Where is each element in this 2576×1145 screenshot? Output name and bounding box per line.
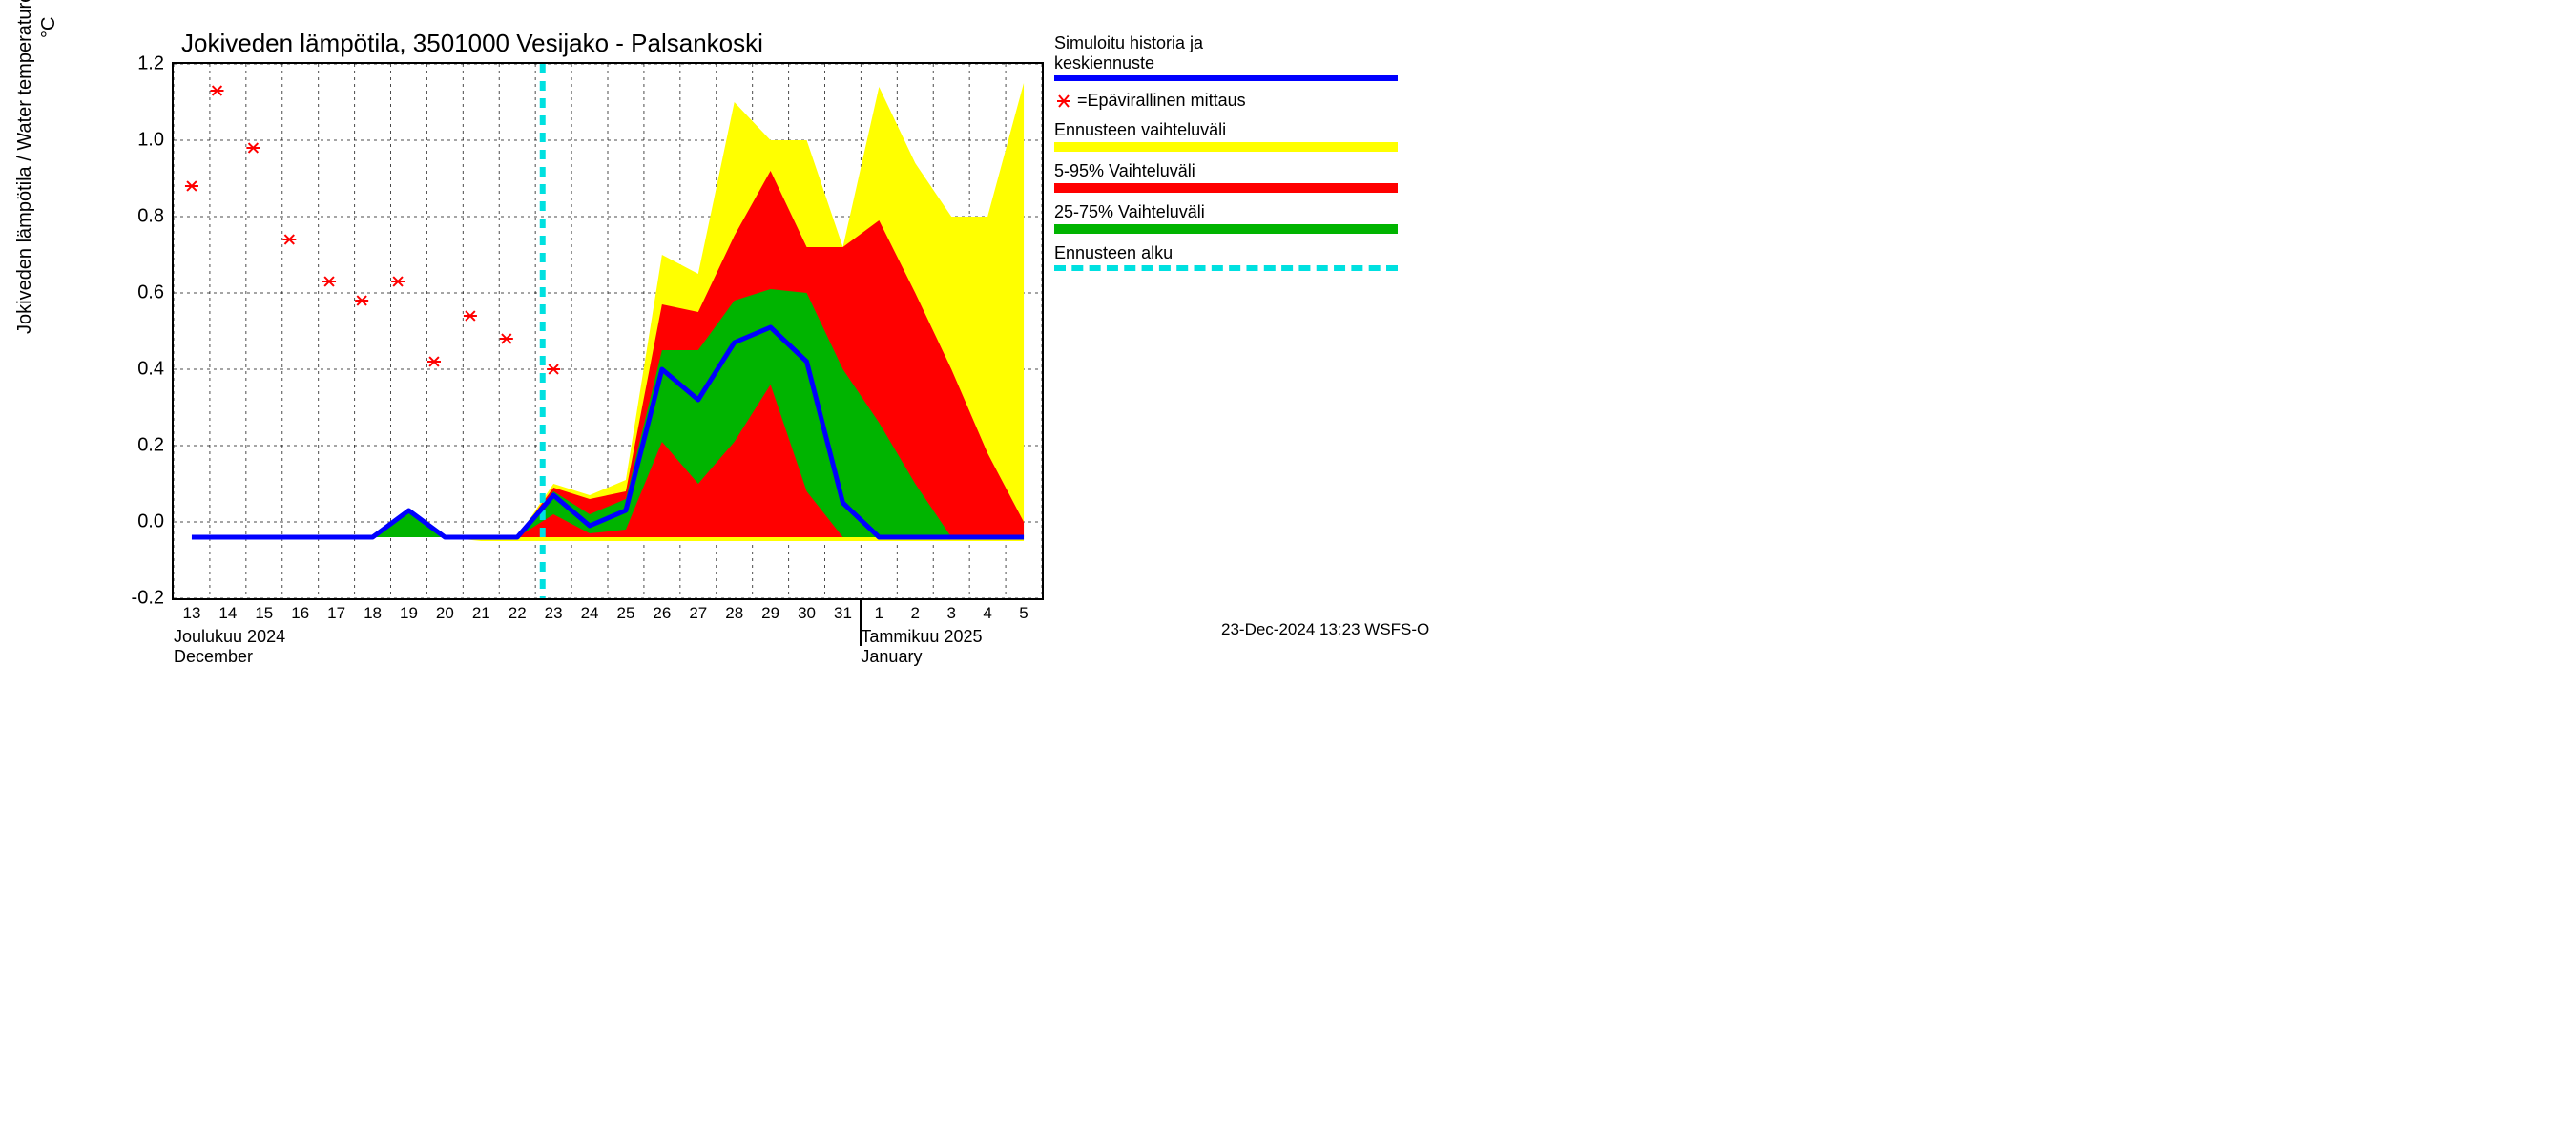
x-tick-label: 28 bbox=[725, 598, 743, 623]
chart-title: Jokiveden lämpötila, 3501000 Vesijako - … bbox=[181, 29, 763, 58]
footer-timestamp: 23-Dec-2024 13:23 WSFS-O bbox=[1221, 620, 1429, 639]
legend-history-label1: Simuloitu historia ja bbox=[1054, 33, 1417, 53]
legend-history-label2: keskiennuste bbox=[1054, 53, 1417, 73]
x-tick-label: 19 bbox=[400, 598, 418, 623]
legend-full-swatch bbox=[1054, 142, 1398, 152]
x-tick-label: 24 bbox=[581, 598, 599, 623]
x-tick-label: 31 bbox=[834, 598, 852, 623]
legend-full-label: Ennusteen vaihteluväli bbox=[1054, 120, 1417, 140]
y-tick-label: -0.2 bbox=[132, 588, 174, 610]
y-tick-label: 0.4 bbox=[137, 359, 174, 381]
legend-forecast-start: Ennusteen alku bbox=[1054, 243, 1417, 271]
y-tick-label: 0.0 bbox=[137, 511, 174, 533]
legend-595-label: 5-95% Vaihteluväli bbox=[1054, 161, 1417, 181]
legend-2575-swatch bbox=[1054, 224, 1398, 234]
x-month-label: Tammikuu 2025January bbox=[861, 598, 982, 667]
legend-full: Ennusteen vaihteluväli bbox=[1054, 120, 1417, 152]
x-tick-label: 23 bbox=[545, 598, 563, 623]
legend-forecast-start-label: Ennusteen alku bbox=[1054, 243, 1417, 263]
legend: Simuloitu historia ja keskiennuste =Epäv… bbox=[1054, 33, 1417, 281]
legend-history-swatch bbox=[1054, 75, 1398, 81]
legend-measurement: =Epävirallinen mittaus bbox=[1054, 91, 1417, 111]
x-tick-label: 18 bbox=[364, 598, 382, 623]
x-tick-label: 16 bbox=[291, 598, 309, 623]
x-tick-label: 4 bbox=[983, 598, 991, 623]
y-axis-title: Jokiveden lämpötila / Water temperature bbox=[14, 0, 36, 334]
x-tick-label: 25 bbox=[616, 598, 634, 623]
y-axis-unit: °C bbox=[38, 17, 60, 38]
legend-forecast-start-swatch bbox=[1054, 265, 1398, 271]
y-tick-label: 0.2 bbox=[137, 435, 174, 457]
month-separator bbox=[860, 598, 862, 646]
x-tick-label: 30 bbox=[798, 598, 816, 623]
x-tick-label: 20 bbox=[436, 598, 454, 623]
x-tick-label: 29 bbox=[761, 598, 779, 623]
legend-measurement-label: =Epävirallinen mittaus bbox=[1077, 91, 1246, 111]
y-tick-label: 1.2 bbox=[137, 53, 174, 75]
y-tick-label: 0.8 bbox=[137, 206, 174, 228]
x-tick-label: 5 bbox=[1019, 598, 1028, 623]
chart-svg bbox=[174, 64, 1042, 598]
x-tick-label: 27 bbox=[689, 598, 707, 623]
plot-area: -0.20.00.20.40.60.81.01.2131415161718192… bbox=[172, 62, 1044, 600]
legend-595-swatch bbox=[1054, 183, 1398, 193]
y-tick-label: 0.6 bbox=[137, 282, 174, 304]
chart-container: Jokiveden lämpötila / Water temperature … bbox=[10, 10, 1441, 658]
legend-2575-label: 25-75% Vaihteluväli bbox=[1054, 202, 1417, 222]
x-tick-label: 26 bbox=[653, 598, 671, 623]
x-tick-label: 21 bbox=[472, 598, 490, 623]
legend-2575: 25-75% Vaihteluväli bbox=[1054, 202, 1417, 234]
x-tick-label: 22 bbox=[509, 598, 527, 623]
star-icon bbox=[1054, 92, 1073, 111]
x-tick-label: 17 bbox=[327, 598, 345, 623]
legend-history: Simuloitu historia ja keskiennuste bbox=[1054, 33, 1417, 81]
x-month-label: Joulukuu 2024December bbox=[174, 598, 285, 667]
legend-595: 5-95% Vaihteluväli bbox=[1054, 161, 1417, 193]
y-tick-label: 1.0 bbox=[137, 130, 174, 152]
